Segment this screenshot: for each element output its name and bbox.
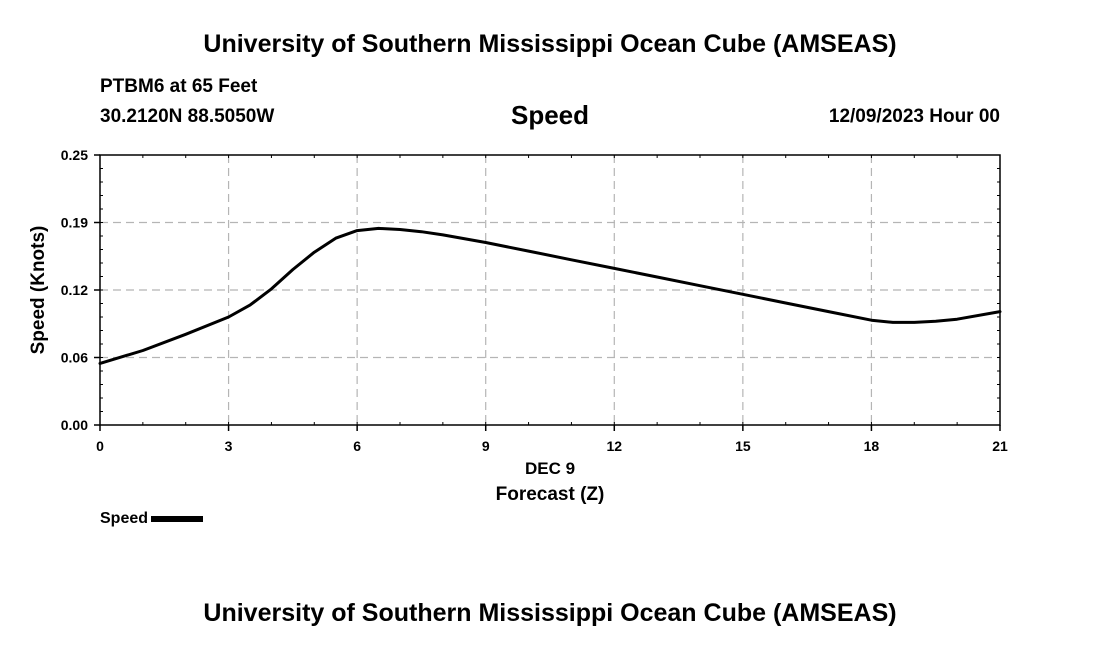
y-axis-label: Speed (Knots) xyxy=(28,226,49,355)
y-tick-label: 0.00 xyxy=(61,417,88,433)
grid-layer xyxy=(100,155,1000,425)
x-tick-label: 12 xyxy=(606,438,622,454)
footer-title: University of Southern Mississippi Ocean… xyxy=(203,599,897,627)
x-axis-label: Forecast (Z) xyxy=(496,484,605,505)
x-tick-label: 6 xyxy=(353,438,361,454)
speed-series-line xyxy=(98,226,1002,365)
y-tick-label: 0.25 xyxy=(61,147,88,163)
y-tick-labels: 0.00 0.06 0.12 0.19 0.25 xyxy=(61,147,88,433)
x-tick-label: 3 xyxy=(225,438,233,454)
legend-line-swatch xyxy=(151,516,204,522)
x-axis-sublabel: DEC 9 xyxy=(525,459,575,478)
x-tick-label: 0 xyxy=(96,438,104,454)
x-tick-label: 21 xyxy=(992,438,1008,454)
x-tick-label: 15 xyxy=(735,438,751,454)
chart-title: University of Southern Mississippi Ocean… xyxy=(203,30,897,58)
y-tick-label: 0.12 xyxy=(61,282,88,298)
legend-label: Speed xyxy=(100,510,149,527)
x-tick-labels: 0 3 6 9 12 15 18 21 xyxy=(96,438,1008,454)
series-layer xyxy=(98,226,1002,365)
variable-heading: Speed xyxy=(510,100,590,130)
x-tick-label: 9 xyxy=(482,438,490,454)
station-label: PTBM6 at 65 Feet xyxy=(100,76,258,97)
x-tick-label: 18 xyxy=(864,438,880,454)
legend: Speed xyxy=(100,510,204,528)
forecast-datetime: 12/09/2023 Hour 00 xyxy=(828,106,1000,127)
y-tick-label: 0.06 xyxy=(61,350,88,366)
minor-ticks xyxy=(94,154,1001,431)
station-coordinates: 30.2120N 88.5050W xyxy=(100,106,275,127)
y-tick-label: 0.19 xyxy=(61,215,88,231)
